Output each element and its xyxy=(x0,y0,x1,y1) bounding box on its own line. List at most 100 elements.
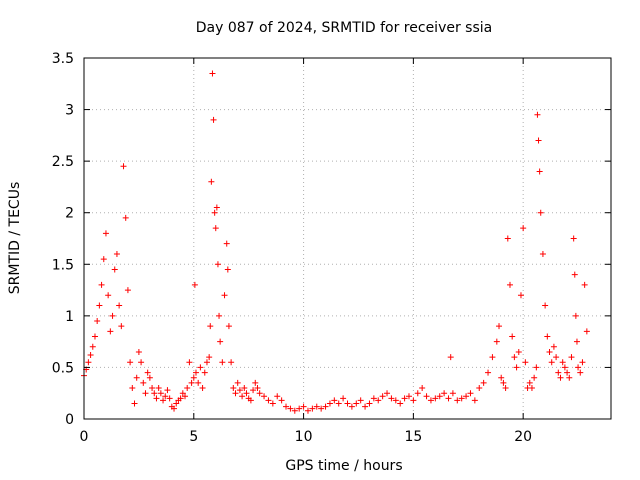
data-point xyxy=(568,354,575,361)
data-point xyxy=(515,348,522,355)
data-point xyxy=(313,403,320,410)
data-point xyxy=(149,385,156,392)
data-point xyxy=(550,343,557,350)
data-point xyxy=(234,379,241,386)
data-point xyxy=(581,281,588,288)
data-point xyxy=(216,312,223,319)
data-point xyxy=(146,374,153,381)
data-point xyxy=(445,395,452,402)
y-axis-label: SRMTID / TECUs xyxy=(7,182,23,295)
y-tick-label: 0 xyxy=(65,412,74,428)
data-point xyxy=(536,168,543,175)
data-point xyxy=(522,359,529,366)
data-point xyxy=(531,374,538,381)
plot-frame xyxy=(83,57,612,420)
data-point xyxy=(225,323,232,330)
data-point xyxy=(432,395,439,402)
data-point xyxy=(113,250,120,257)
data-point xyxy=(209,70,216,77)
data-point xyxy=(566,374,573,381)
data-point xyxy=(441,390,448,397)
data-point xyxy=(405,393,412,400)
data-point xyxy=(239,393,246,400)
data-point xyxy=(247,397,254,404)
y-tick-label: 1 xyxy=(65,309,74,325)
data-point xyxy=(502,385,509,392)
data-point xyxy=(548,359,555,366)
data-point xyxy=(127,359,134,366)
data-point xyxy=(184,385,191,392)
axis-ticks: 0 0.5 1 1.5 2 2.5 3 3.5 0 5 10 15 20 xyxy=(52,51,611,445)
y-tick-label: 3 xyxy=(65,103,74,119)
data-point xyxy=(85,359,92,366)
data-point xyxy=(192,369,199,376)
data-point xyxy=(283,403,290,410)
data-point xyxy=(384,390,391,397)
data-point xyxy=(517,292,524,299)
data-point xyxy=(206,354,213,361)
data-point xyxy=(397,400,404,407)
data-point xyxy=(579,359,586,366)
data-point xyxy=(504,235,511,242)
data-point xyxy=(572,312,579,319)
data-point xyxy=(157,390,164,397)
data-point xyxy=(140,379,147,386)
data-point xyxy=(340,395,347,402)
data-point xyxy=(287,405,294,412)
y-tick-label: 3.5 xyxy=(52,51,74,67)
data-point xyxy=(135,348,142,355)
y-tick-label: 2 xyxy=(65,206,74,222)
data-point xyxy=(318,405,325,412)
data-point xyxy=(256,390,263,397)
data-point xyxy=(500,379,507,386)
data-point xyxy=(326,400,333,407)
data-point xyxy=(296,405,303,412)
data-point xyxy=(232,390,239,397)
data-point xyxy=(414,390,421,397)
data-point xyxy=(177,395,184,402)
data-point xyxy=(138,359,145,366)
data-point xyxy=(300,403,307,410)
data-point xyxy=(331,397,338,404)
data-point xyxy=(480,379,487,386)
data-point xyxy=(561,364,568,371)
data-point xyxy=(557,374,564,381)
data-point xyxy=(423,393,430,400)
data-point xyxy=(544,333,551,340)
data-point xyxy=(496,323,503,330)
data-point xyxy=(454,397,461,404)
data-point xyxy=(190,374,197,381)
data-point xyxy=(111,266,118,273)
data-point xyxy=(195,379,202,386)
data-point xyxy=(217,338,224,345)
data-point xyxy=(191,281,198,288)
x-tick-label: 20 xyxy=(514,429,532,445)
data-point xyxy=(210,116,217,123)
data-point xyxy=(265,397,272,404)
data-point xyxy=(223,240,230,247)
data-point xyxy=(322,403,329,410)
data-point xyxy=(537,209,544,216)
data-point xyxy=(118,323,125,330)
data-point xyxy=(96,302,103,309)
data-point xyxy=(493,338,500,345)
y-tick-label: 1.5 xyxy=(52,257,74,273)
data-point xyxy=(513,364,520,371)
data-point xyxy=(559,359,566,366)
data-point xyxy=(471,397,478,404)
data-point xyxy=(534,111,541,118)
data-point xyxy=(401,395,408,402)
data-point xyxy=(151,390,158,397)
data-point xyxy=(155,385,162,392)
data-point xyxy=(362,403,369,410)
data-point xyxy=(100,256,107,263)
data-point xyxy=(553,354,560,361)
data-point xyxy=(212,225,219,232)
data-point xyxy=(144,369,151,376)
data-point xyxy=(129,385,136,392)
data-point xyxy=(241,385,248,392)
data-point xyxy=(526,379,533,386)
data-point xyxy=(124,287,131,294)
data-point xyxy=(173,400,180,407)
